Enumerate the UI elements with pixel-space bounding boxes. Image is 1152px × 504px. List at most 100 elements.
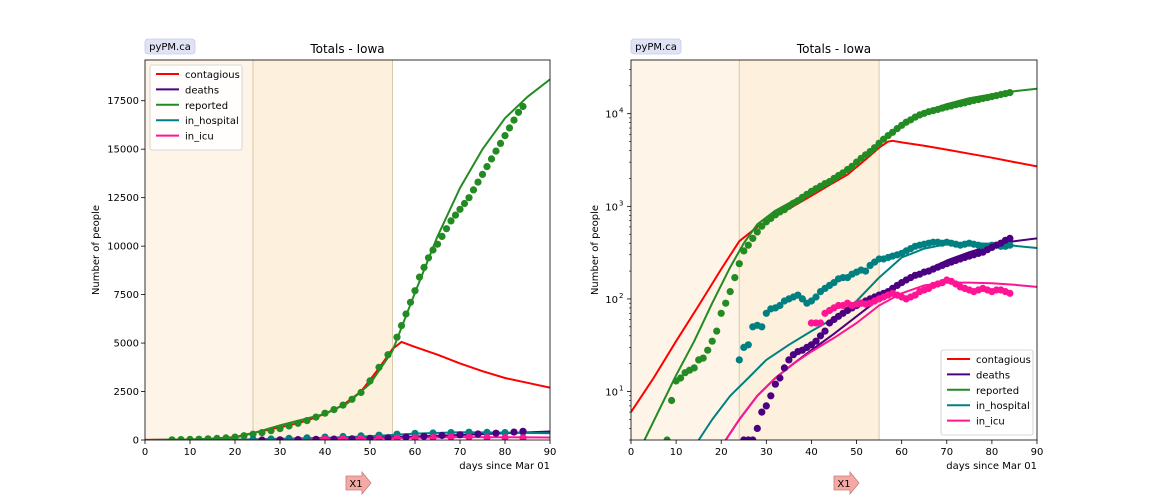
data-point-reported (249, 430, 257, 438)
data-point-deaths (753, 424, 761, 432)
data-point-in_hospital (776, 301, 784, 310)
data-point-in_icu (429, 433, 437, 440)
data-point-deaths (402, 433, 410, 440)
source-badge-label: pyPM.ca (149, 42, 191, 53)
x-tick-label: 40 (319, 447, 332, 458)
x1-markers: X1 X1 (345, 470, 860, 496)
data-point-deaths (474, 430, 482, 438)
y-tick-label: 7500 (114, 290, 139, 301)
shaded-period (253, 60, 393, 440)
x1-label: X1 (837, 479, 850, 490)
data-point-in_hospital (812, 293, 820, 301)
data-point-in_icu (465, 433, 473, 440)
data-point-in_icu (411, 434, 419, 440)
data-point-in_hospital (762, 309, 770, 317)
data-point-reported (312, 413, 320, 421)
x-tick-label: 30 (274, 447, 287, 458)
data-point-deaths (749, 436, 757, 440)
data-point-reported (735, 260, 743, 268)
series-line-contagious (631, 139, 1037, 413)
x-tick-label: 60 (895, 447, 908, 458)
data-point-reported (321, 409, 329, 417)
x-tick-label: 50 (850, 447, 863, 458)
y-tick-exponent: 4 (619, 107, 624, 115)
y-axis-label: Number of people (91, 205, 102, 295)
data-point-reported (285, 422, 293, 430)
data-point-reported (663, 436, 671, 440)
data-point-reported (415, 273, 424, 281)
data-point-reported (474, 178, 482, 186)
data-point-reported (492, 147, 500, 155)
y-tick-label: 0 (133, 436, 139, 447)
chart-title: Totals - Iowa (309, 42, 384, 56)
data-point-reported (690, 364, 698, 372)
y-tick-label: 17500 (107, 96, 139, 107)
data-point-reported (510, 116, 518, 124)
source-badge-label: pyPM.ca (635, 42, 677, 53)
data-point-reported (447, 217, 455, 225)
data-point-reported (478, 170, 487, 178)
data-point-reported (722, 299, 730, 307)
data-point-in_hospital (501, 429, 509, 437)
y-tick-label: 2500 (114, 387, 139, 398)
x-tick-label: 90 (544, 447, 557, 458)
data-point-in_hospital (249, 435, 257, 440)
x-tick-label: 90 (1031, 447, 1044, 458)
data-point-in_hospital (744, 341, 752, 349)
data-point-in_hospital (758, 323, 766, 331)
data-point-reported (258, 429, 266, 437)
data-point-reported (871, 144, 879, 152)
y-tick-label: 15000 (107, 145, 139, 156)
data-point-reported (753, 228, 761, 236)
data-point-reported (451, 211, 460, 219)
data-point-in_icu (483, 434, 491, 440)
data-point-reported (276, 425, 284, 433)
legend-label-deaths: deaths (976, 370, 1010, 381)
data-point-in_icu (447, 433, 455, 440)
data-point-deaths (348, 435, 356, 440)
data-point-in_icu (393, 434, 401, 440)
data-point-in_icu (519, 434, 527, 440)
x1-marker: X1 (345, 470, 372, 496)
legend: contagious deaths reported in_hospital in_ic… (149, 64, 243, 151)
data-point-reported (744, 241, 752, 249)
data-point-reported (348, 395, 356, 403)
data-point-in_icu (1006, 289, 1014, 297)
x1-label: X1 (349, 479, 362, 490)
data-point-deaths (420, 432, 428, 440)
y-tick-label: 10 (605, 110, 618, 121)
data-point-reported (177, 436, 185, 440)
series-line-in_icu (724, 281, 1037, 440)
data-point-deaths (492, 429, 500, 437)
y-tick-label: 10 (605, 295, 618, 306)
x1-arrow (833, 470, 860, 496)
legend-label-reported: reported (976, 386, 1019, 397)
axes-frame (630, 59, 1038, 441)
data-point-in_hospital (303, 434, 311, 440)
x-tick-label: 80 (499, 447, 512, 458)
data-point-reported (397, 322, 406, 330)
x1-marker: X1 (833, 470, 860, 496)
legend-label-reported: reported (185, 101, 228, 112)
x-tick-label: 0 (628, 447, 634, 458)
data-point-reported (438, 232, 446, 240)
data-point-in_icu (375, 434, 383, 440)
data-point-in_hospital (465, 428, 473, 436)
legend-label-in_icu: in_icu (185, 132, 214, 143)
data-point-reported (303, 417, 311, 425)
data-point-in_hospital (862, 267, 870, 275)
data-point-deaths (812, 337, 820, 345)
data-point-reported (393, 333, 401, 341)
data-point-reported (186, 435, 194, 440)
data-point-in_icu (339, 435, 347, 440)
data-point-reported (213, 434, 221, 440)
y-tick-exponent: 2 (619, 292, 623, 300)
data-point-reported (375, 363, 383, 371)
y-tick-exponent: 1 (619, 385, 623, 393)
data-point-in_icu (357, 434, 365, 440)
data-point-reported (384, 351, 392, 359)
x-tick-label: 10 (184, 447, 197, 458)
data-point-reported (460, 199, 469, 208)
legend-label-deaths: deaths (185, 85, 219, 96)
